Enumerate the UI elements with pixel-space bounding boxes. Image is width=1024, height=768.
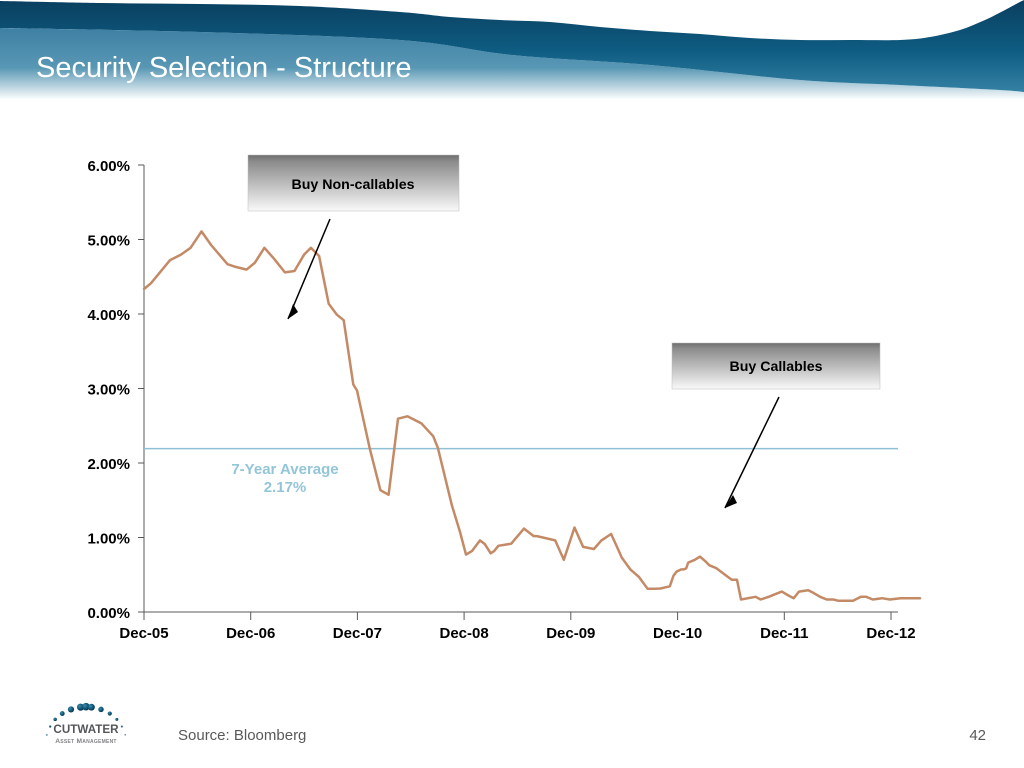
svg-text:Dec-09: Dec-09 (546, 625, 595, 642)
svg-text:2.00%: 2.00% (87, 456, 130, 473)
svg-text:CUTWATER: CUTWATER (53, 723, 119, 736)
svg-text:0.00%: 0.00% (87, 605, 130, 622)
svg-text:Dec-06: Dec-06 (226, 625, 275, 642)
svg-text:4.00%: 4.00% (87, 307, 130, 324)
svg-text:3.00%: 3.00% (87, 382, 130, 399)
svg-text:Dec-11: Dec-11 (760, 625, 808, 642)
svg-text:Dec-07: Dec-07 (333, 625, 382, 642)
svg-text:Buy Callables: Buy Callables (729, 359, 822, 375)
svg-text:Dec-05: Dec-05 (119, 625, 168, 642)
svg-text:Dec-08: Dec-08 (439, 625, 488, 642)
svg-text:Dec-12: Dec-12 (866, 625, 915, 642)
svg-text:1.00%: 1.00% (87, 531, 130, 548)
svg-text:2.17%: 2.17% (264, 479, 307, 496)
svg-text:Asset Management: Asset Management (55, 738, 116, 745)
svg-text:Dec-10: Dec-10 (653, 625, 702, 642)
svg-text:7-Year Average: 7-Year Average (231, 461, 338, 478)
svg-text:5.00%: 5.00% (87, 233, 130, 250)
svg-text:6.00%: 6.00% (87, 158, 130, 175)
svg-text:Buy Non-callables: Buy Non-callables (292, 177, 415, 193)
